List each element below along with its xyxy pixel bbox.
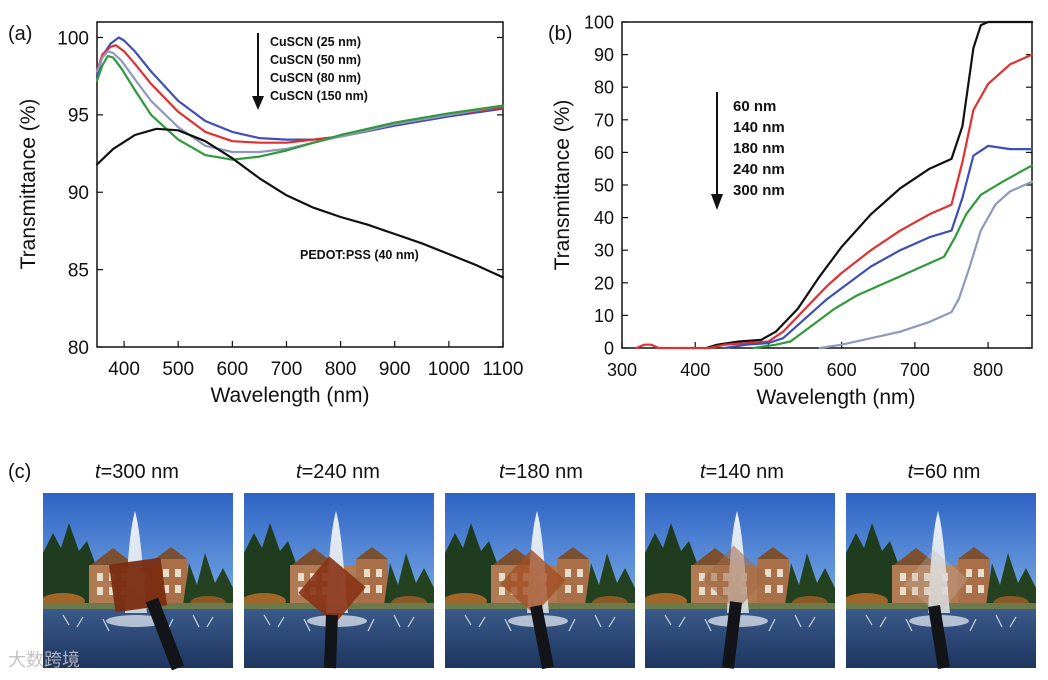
legend-entry-240nm: 240 nm bbox=[733, 161, 785, 178]
annotation-pedot-pss: PEDOT:PSS (40 nm) bbox=[300, 248, 419, 262]
x-tick-label: 1100 bbox=[483, 359, 524, 380]
y-tick-label: 90 bbox=[594, 45, 614, 65]
panel-b-ticks bbox=[621, 21, 1032, 349]
photo-240nm: t=240 nm bbox=[244, 461, 434, 669]
x-tick-label: 1000 bbox=[428, 359, 470, 380]
holder-stick bbox=[530, 604, 554, 670]
panel-a-x-axis-label: Wavelength (nm) bbox=[210, 384, 369, 407]
x-tick-label: 600 bbox=[827, 360, 857, 380]
y-tick-label: 30 bbox=[594, 241, 614, 261]
film-sample-140nm bbox=[702, 545, 768, 611]
panel-b-y-axis-label: Transmittance (%) bbox=[551, 100, 574, 271]
panel-b-legend: 60 nm 140 nm 180 nm 240 nm 300 nm bbox=[711, 92, 785, 210]
x-tick-label: 900 bbox=[379, 359, 411, 380]
series-line-240-nm bbox=[752, 164, 1034, 350]
series-line-cuscn-150-nm bbox=[95, 54, 505, 161]
panel-b-chart: (b) 300 400 500 600 700 800 0 10 20 30 40 50 60 70 80 9… bbox=[548, 12, 1034, 409]
y-tick-label: 50 bbox=[594, 175, 614, 195]
photo-caption-240nm: t=240 nm bbox=[296, 461, 380, 483]
holder-stick bbox=[722, 601, 742, 669]
panel-a-plot-frame bbox=[96, 21, 504, 348]
photo-caption-60nm: t=60 nm bbox=[908, 461, 981, 483]
panel-a-legend: CuSCN (25 nm) CuSCN (50 nm) CuSCN (80 nm… bbox=[252, 33, 368, 110]
y-tick-label: 40 bbox=[594, 208, 614, 228]
series-line-300-nm bbox=[818, 180, 1034, 350]
x-tick-label: 500 bbox=[162, 359, 194, 380]
holder-stick bbox=[324, 614, 338, 669]
photo-60nm: t=60 nm bbox=[846, 461, 1036, 669]
film-sample-240nm bbox=[298, 556, 366, 624]
panel-a-tick-labels: 400 500 600 700 800 900 1000 1100 80 85 90 95 100 bbox=[57, 28, 523, 380]
legend-entry-180nm: 180 nm bbox=[733, 140, 785, 157]
legend-entry-cuscn-150: CuSCN (150 nm) bbox=[270, 89, 368, 103]
series-line-140-nm bbox=[635, 53, 1034, 350]
x-tick-label: 500 bbox=[753, 360, 783, 380]
x-tick-label: 600 bbox=[216, 359, 248, 380]
x-tick-label: 700 bbox=[271, 359, 303, 380]
legend-entry-cuscn-25: CuSCN (25 nm) bbox=[270, 35, 361, 49]
y-tick-label: 85 bbox=[68, 260, 89, 281]
x-tick-label: 700 bbox=[900, 360, 930, 380]
panel-b-label: (b) bbox=[548, 23, 572, 45]
legend-entry-140nm: 140 nm bbox=[733, 119, 785, 136]
legend-entry-300nm: 300 nm bbox=[733, 182, 785, 199]
y-tick-label: 90 bbox=[68, 183, 89, 204]
panel-c-photos: (c) t=300 nm t=240 nm t=180 nm bbox=[8, 461, 1036, 671]
x-tick-label: 300 bbox=[607, 360, 637, 380]
y-tick-label: 95 bbox=[68, 106, 89, 127]
panel-a-y-axis-label: Transmittance (%) bbox=[17, 99, 40, 270]
photo-caption-180nm: t=180 nm bbox=[499, 461, 583, 483]
holder-stick bbox=[928, 605, 950, 669]
legend-entry-cuscn-80: CuSCN (80 nm) bbox=[270, 71, 361, 85]
series-line-180-nm bbox=[723, 144, 1034, 350]
y-tick-label: 100 bbox=[57, 28, 89, 49]
y-tick-label: 0 bbox=[604, 338, 614, 358]
y-tick-label: 100 bbox=[584, 12, 614, 32]
photo-140nm: t=140 nm bbox=[645, 461, 835, 669]
y-tick-label: 80 bbox=[594, 78, 614, 98]
panel-a-series bbox=[95, 36, 505, 279]
x-tick-label: 800 bbox=[973, 360, 1003, 380]
film-sample-300nm bbox=[108, 557, 168, 613]
watermark: 大数跨境 bbox=[8, 650, 80, 671]
film-sample-60nm bbox=[903, 549, 969, 615]
x-tick-label: 400 bbox=[108, 359, 140, 380]
photo-caption-300nm: t=300 nm bbox=[95, 461, 179, 483]
panel-b-tick-labels: 300 400 500 600 700 800 0 10 20 30 40 50 60 70 80 90 100 bbox=[584, 12, 1003, 380]
panel-a-label: (a) bbox=[8, 23, 32, 45]
legend-entry-60nm: 60 nm bbox=[733, 98, 776, 115]
series-line-cuscn-80-nm bbox=[95, 50, 505, 154]
legend-entry-cuscn-50: CuSCN (50 nm) bbox=[270, 53, 361, 67]
panel-b-series bbox=[635, 20, 1034, 350]
x-tick-label: 800 bbox=[325, 359, 357, 380]
y-tick-label: 80 bbox=[68, 338, 89, 359]
y-tick-label: 20 bbox=[594, 273, 614, 293]
holder-stick bbox=[145, 597, 185, 671]
panel-b-x-axis-label: Wavelength (nm) bbox=[756, 386, 915, 409]
y-tick-label: 10 bbox=[594, 306, 614, 326]
photo-300nm: t=300 nm bbox=[43, 461, 233, 671]
photo-caption-140nm: t=140 nm bbox=[700, 461, 784, 483]
panel-c-label: (c) bbox=[8, 461, 31, 483]
y-tick-label: 70 bbox=[594, 110, 614, 130]
panel-a-legend-arrow-head bbox=[252, 96, 264, 110]
x-tick-label: 400 bbox=[680, 360, 710, 380]
series-line-60-nm bbox=[705, 20, 1034, 350]
y-tick-label: 60 bbox=[594, 143, 614, 163]
panel-a-ticks bbox=[97, 36, 504, 348]
film-sample-180nm bbox=[500, 549, 566, 615]
panel-b-legend-arrow-head bbox=[711, 194, 723, 210]
series-line-pedot-pss-40-nm bbox=[95, 127, 505, 279]
photo-180nm: t=180 nm bbox=[445, 461, 635, 670]
panel-a-chart: (a) 400 500 600 700 800 900 1000 1100 80 85 90 95 10… bbox=[8, 21, 523, 407]
